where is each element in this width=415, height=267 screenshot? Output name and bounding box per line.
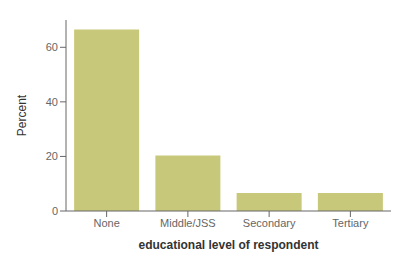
- svg-text:educational level of responden: educational level of respondent: [138, 238, 318, 252]
- svg-text:None: None: [93, 217, 119, 229]
- svg-text:0: 0: [52, 205, 58, 217]
- svg-text:Tertiary: Tertiary: [332, 217, 369, 229]
- svg-text:40: 40: [46, 96, 58, 108]
- svg-text:60: 60: [46, 41, 58, 53]
- svg-text:Percent: Percent: [15, 94, 29, 136]
- svg-text:Middle/JSS: Middle/JSS: [160, 217, 216, 229]
- svg-text:Secondary: Secondary: [243, 217, 296, 229]
- svg-text:20: 20: [46, 150, 58, 162]
